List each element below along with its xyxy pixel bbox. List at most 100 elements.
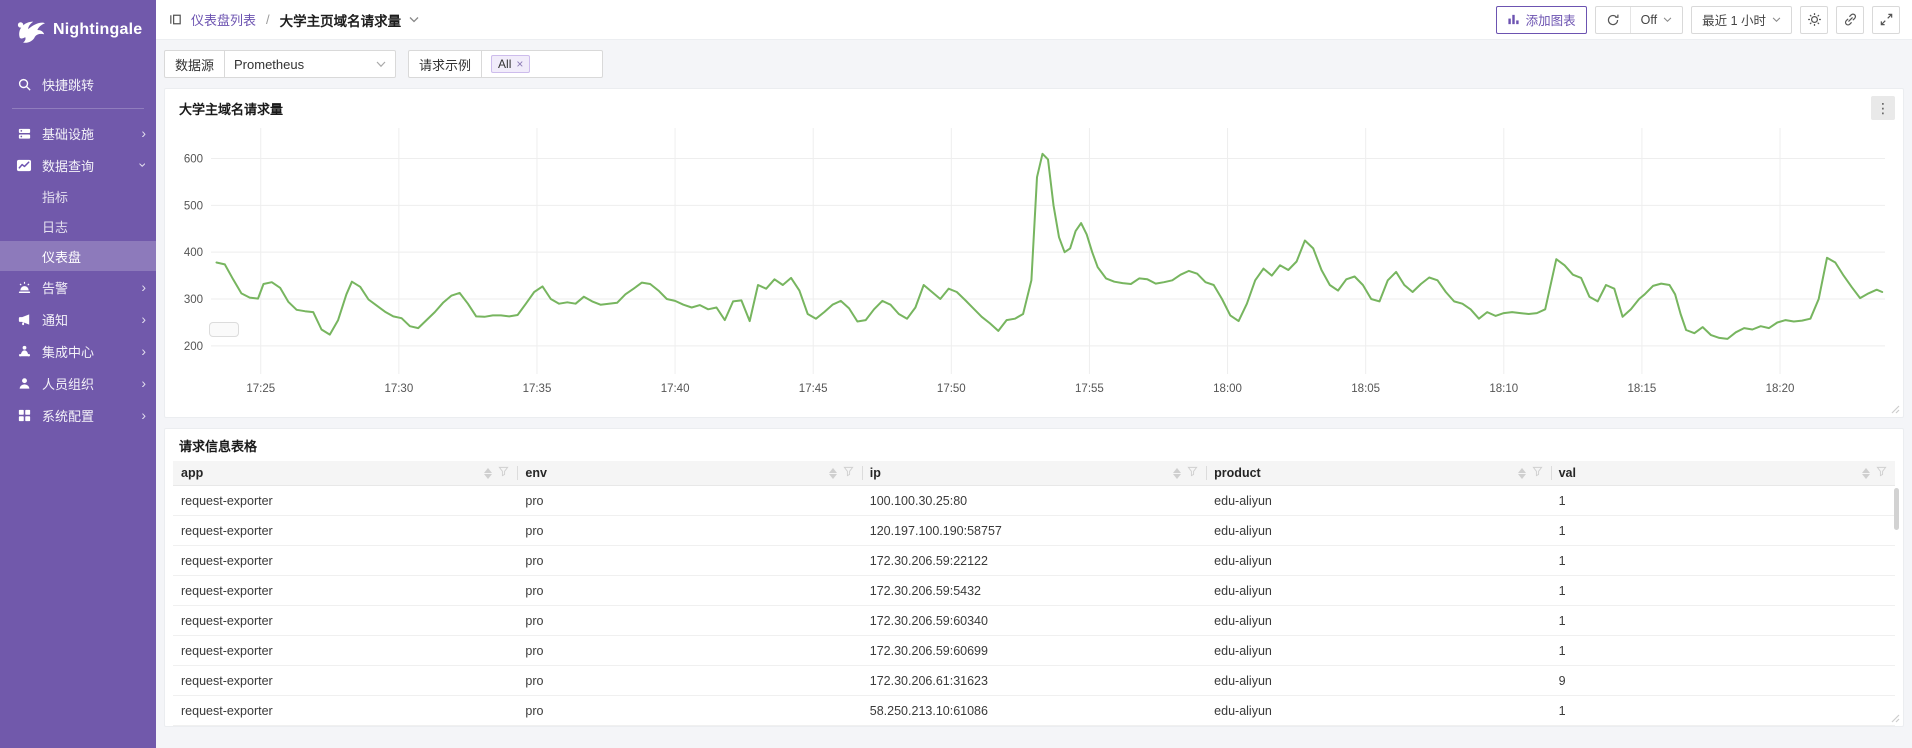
sidebar-item-7[interactable]: 通知 › [0, 303, 156, 335]
sort-icon[interactable] [1173, 467, 1182, 479]
sort-icon[interactable] [1517, 467, 1526, 479]
cell-val: 1 [1558, 583, 1566, 598]
series-line [215, 152, 1884, 340]
bar-chart-icon [1507, 13, 1520, 26]
cell-app: request-exporter [181, 523, 273, 538]
table-row[interactable]: request-exporter pro 120.197.100.190:58757… [173, 516, 1895, 546]
cell-ip: 172.30.206.59:60340 [869, 613, 988, 628]
chevron-right-icon: › [141, 125, 146, 141]
filter-funnel-icon[interactable] [843, 466, 854, 480]
sidebar-item-8[interactable]: 集成中心 › [0, 335, 156, 367]
y-axis-tick: 400 [184, 247, 203, 259]
table-row[interactable]: request-exporter pro 172.30.206.59:60699 ed… [173, 636, 1895, 666]
cell-app: request-exporter [181, 583, 273, 598]
cell-env: pro [525, 613, 544, 628]
breadcrumb-parent-link[interactable]: 仪表盘列表 [191, 13, 257, 28]
filters-row: 数据源 Prometheus 请求示例 All × [164, 50, 1904, 78]
cell-ip: 100.100.30.25:80 [869, 493, 968, 508]
column-label: ip [869, 466, 881, 480]
column-label: val [1558, 466, 1576, 480]
table-row[interactable]: request-exporter pro 172.30.206.59:22122 ed… [173, 546, 1895, 576]
system-config-icon [16, 407, 32, 423]
filter-funnel-icon[interactable] [498, 466, 509, 480]
table-row[interactable]: request-exporter pro 172.30.206.61:31623 ed… [173, 666, 1895, 696]
add-chart-button[interactable]: 添加图表 [1495, 5, 1587, 34]
sidebar-item-label: 快捷跳转 [42, 77, 95, 93]
cell-app: request-exporter [181, 613, 273, 628]
cell-ip: 172.30.206.59:60699 [869, 643, 988, 658]
refresh-button[interactable] [1596, 7, 1630, 33]
table-panel-title: 请求信息表格 [179, 439, 258, 454]
sidebar-subitem-5[interactable]: 仪表盘 [0, 241, 156, 271]
sidebar-menu: 快捷跳转 基础设施 › 数据查询 › 指标 日志 仪表盘 告警 › 通知 › 集成中心 › 人员组织 › 系统配… [0, 64, 156, 431]
y-axis-tick: 200 [184, 341, 203, 353]
column-header-val[interactable]: val [1550, 461, 1895, 485]
resize-grip-icon[interactable] [1890, 404, 1900, 414]
column-label: product [1214, 466, 1261, 480]
sidebar-item-1[interactable]: 基础设施 › [0, 117, 156, 149]
time-range-select[interactable]: 最近 1 小时 [1691, 5, 1792, 34]
x-axis-tick: 17:40 [661, 383, 690, 395]
filter-funnel-icon[interactable] [1876, 466, 1887, 480]
kebab-icon[interactable]: ⋮ [1871, 96, 1895, 120]
table-scrollbar[interactable] [1894, 488, 1899, 723]
cell-env: pro [525, 523, 544, 538]
sort-icon[interactable] [828, 467, 837, 479]
refresh-interval-select[interactable]: Off [1629, 6, 1682, 33]
x-axis-tick: 17:30 [384, 383, 413, 395]
sidebar-item-0[interactable]: 快捷跳转 [0, 68, 156, 100]
sidebar-item-6[interactable]: 告警 › [0, 271, 156, 303]
table-row[interactable]: request-exporter pro 172.30.206.59:5432 edu… [173, 576, 1895, 606]
table-row[interactable]: request-exporter pro 58.250.213.10:61086 ed… [173, 696, 1895, 726]
fullscreen-button[interactable] [1872, 5, 1900, 34]
table-row[interactable]: request-exporter pro 172.30.206.59:60340 ed… [173, 606, 1895, 636]
cell-app: request-exporter [181, 553, 273, 568]
tag-close-icon[interactable]: × [516, 57, 524, 71]
chart-area[interactable]: 17:25 17:30 17:35 17:40 17:45 17:50 17:55 18:00… [165, 122, 1903, 414]
fullscreen-icon [1879, 12, 1894, 27]
sidebar-item-9[interactable]: 人员组织 › [0, 367, 156, 399]
cell-env: pro [525, 583, 544, 598]
share-link-button[interactable] [1836, 5, 1864, 34]
logo[interactable]: Nightingale [0, 0, 156, 64]
sidebar-item-2[interactable]: 数据查询 › [0, 149, 156, 181]
resize-grip-icon[interactable] [1890, 713, 1900, 723]
refresh-icon [1606, 13, 1620, 27]
sidebar-subitem-3[interactable]: 指标 [0, 181, 156, 211]
cell-app: request-exporter [181, 493, 273, 508]
column-header-app[interactable]: app [173, 461, 517, 485]
sidebar-item-label: 系统配置 [42, 408, 95, 424]
sidebar-item-10[interactable]: 系统配置 › [0, 399, 156, 431]
cell-ip: 172.30.206.61:31623 [869, 673, 988, 688]
cell-app: request-exporter [181, 643, 273, 658]
chevron-right-icon: › [141, 311, 146, 327]
legend-placeholder[interactable] [209, 322, 239, 337]
table-header: app env ip product val [173, 461, 1895, 486]
dashboard-content: 数据源 Prometheus 请求示例 All × [156, 40, 1912, 748]
sidebar-subitem-4[interactable]: 日志 [0, 211, 156, 241]
filter-funnel-icon[interactable] [1187, 466, 1198, 480]
chevron-down-icon[interactable] [409, 16, 419, 23]
settings-button[interactable] [1800, 5, 1828, 34]
cell-val: 1 [1558, 613, 1566, 628]
sidebar-item-label: 仪表盘 [42, 249, 82, 265]
datasource-select[interactable]: Prometheus [225, 51, 395, 77]
scrollbar-thumb[interactable] [1894, 488, 1899, 530]
column-header-ip[interactable]: ip [861, 461, 1206, 485]
table-row[interactable]: request-exporter pro 100.100.30.25:80 edu-a… [173, 486, 1895, 516]
column-header-product[interactable]: product [1206, 461, 1550, 485]
request-sample-select[interactable]: All × [482, 51, 602, 77]
sidebar-item-label: 通知 [42, 312, 69, 328]
sort-icon[interactable] [484, 467, 493, 479]
column-header-env[interactable]: env [517, 461, 861, 485]
cell-env: pro [525, 703, 544, 718]
alert-icon [16, 279, 32, 295]
x-axis-tick: 17:45 [799, 383, 828, 395]
line-chart[interactable]: 17:25 17:30 17:35 17:40 17:45 17:50 17:55 18:00… [165, 122, 1897, 410]
sort-icon[interactable] [1861, 467, 1870, 479]
filter-funnel-icon[interactable] [1532, 466, 1543, 480]
sidebar-collapse-icon[interactable] [168, 12, 183, 27]
sidebar-item-label: 告警 [42, 280, 69, 296]
cell-ip: 172.30.206.59:22122 [869, 553, 988, 568]
